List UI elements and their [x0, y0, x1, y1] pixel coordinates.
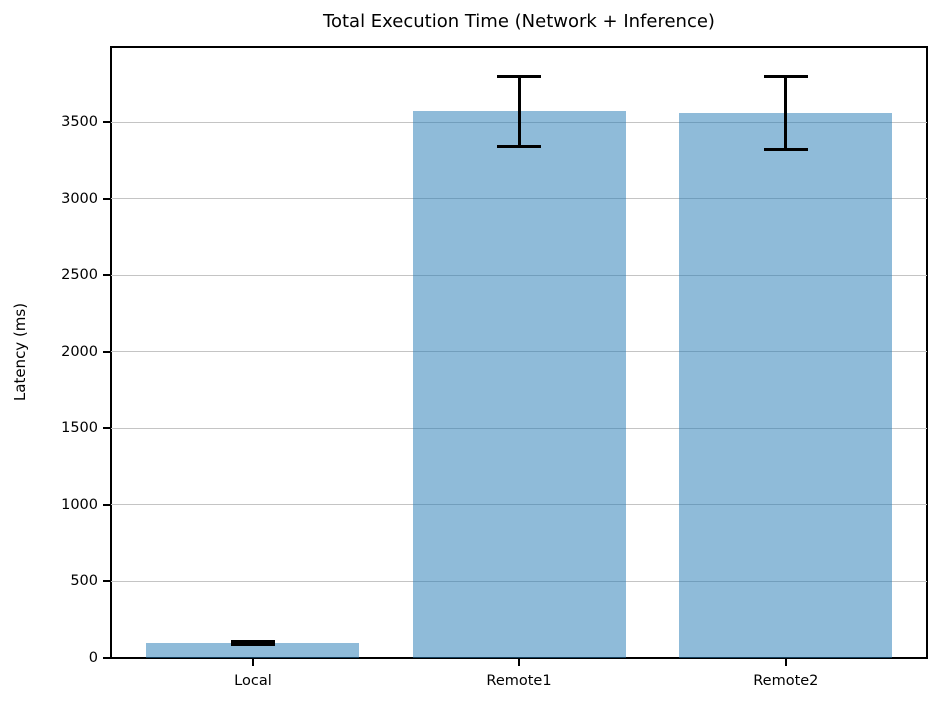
bar-remote1: [412, 111, 626, 658]
y-tick-mark-3500: [103, 121, 110, 124]
error-bar-cap-bottom-local: [230, 642, 275, 646]
x-tick-label-remote1: Remote1: [486, 673, 552, 689]
error-bar-cap-top-local: [230, 639, 275, 643]
y-tick-mark-0: [103, 657, 110, 659]
x-tick-mark-remote1: [518, 659, 520, 666]
axis-spine-left: [110, 46, 112, 659]
bar-remote2: [679, 112, 893, 658]
error-bar-line-remote1: [517, 76, 521, 147]
y-tick-mark-1000: [103, 503, 110, 506]
y-tick-label-3000: 3000: [61, 190, 98, 207]
y-tick-mark-3000: [103, 197, 110, 200]
y-tick-label-500: 500: [70, 573, 98, 590]
plot-area: [111, 47, 927, 658]
y-tick-mark-1500: [103, 427, 110, 430]
axis-spine-right: [926, 46, 928, 659]
y-tick-label-2000: 2000: [61, 343, 98, 360]
y-tick-label-1000: 1000: [61, 496, 98, 513]
x-tick-mark-remote2: [784, 659, 787, 666]
x-tick-label-remote2: Remote2: [753, 673, 819, 689]
y-tick-mark-500: [103, 580, 110, 583]
error-bar-line-remote2: [784, 76, 788, 150]
y-tick-mark-2500: [103, 274, 110, 277]
error-bar-line-local: [251, 641, 255, 645]
bar-local: [146, 642, 360, 658]
y-tick-mark-2000: [103, 350, 110, 353]
error-bar-cap-top-remote2: [763, 74, 808, 78]
axis-spine-bottom: [110, 657, 928, 659]
chart-title: Total Execution Time (Network + Inferenc…: [323, 11, 715, 32]
error-bar-cap-top-remote1: [497, 74, 541, 78]
error-bar-cap-bottom-remote2: [763, 148, 808, 152]
axis-spine-top: [110, 46, 928, 48]
error-bar-cap-bottom-remote1: [497, 145, 541, 149]
y-tick-label-3500: 3500: [61, 114, 98, 131]
x-tick-mark-local: [251, 659, 254, 666]
y-tick-label-2500: 2500: [61, 267, 98, 284]
x-tick-label-local: Local: [234, 673, 272, 689]
y-tick-label-1500: 1500: [61, 420, 98, 437]
y-tick-label-0: 0: [88, 650, 98, 666]
